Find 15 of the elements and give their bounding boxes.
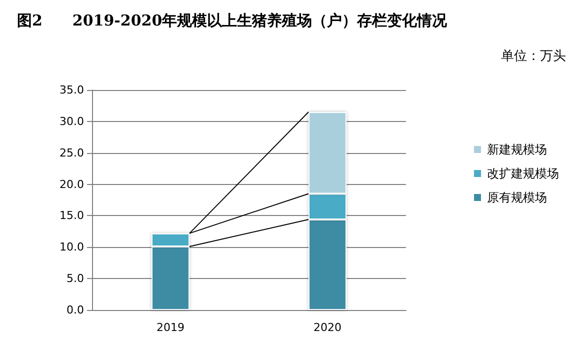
legend-label: 原有规模场 <box>487 190 547 204</box>
x-tick-label: 2019 <box>156 321 184 334</box>
y-tick-label: 5.0 <box>66 272 84 286</box>
y-tick-label: 35.0 <box>60 84 84 96</box>
y-tick-label: 15.0 <box>60 209 84 222</box>
y-tick-label: 10.0 <box>60 240 84 254</box>
y-tick-label: 30.0 <box>60 114 84 128</box>
y-tick-label: 20.0 <box>60 178 84 191</box>
x-tick-label: 2020 <box>314 321 342 334</box>
text: 单位：万头 <box>501 49 566 64</box>
y-tick-label: 25.0 <box>60 146 84 160</box>
legend-label: 改扩建规模场 <box>487 166 559 180</box>
y-tick-label: 0.0 <box>66 304 84 316</box>
chart-title: 图2 2019-2020年规模以上生猪养殖场（户）存栏变化情况 <box>17 12 448 30</box>
legend-label: 新建规模场 <box>487 142 547 156</box>
